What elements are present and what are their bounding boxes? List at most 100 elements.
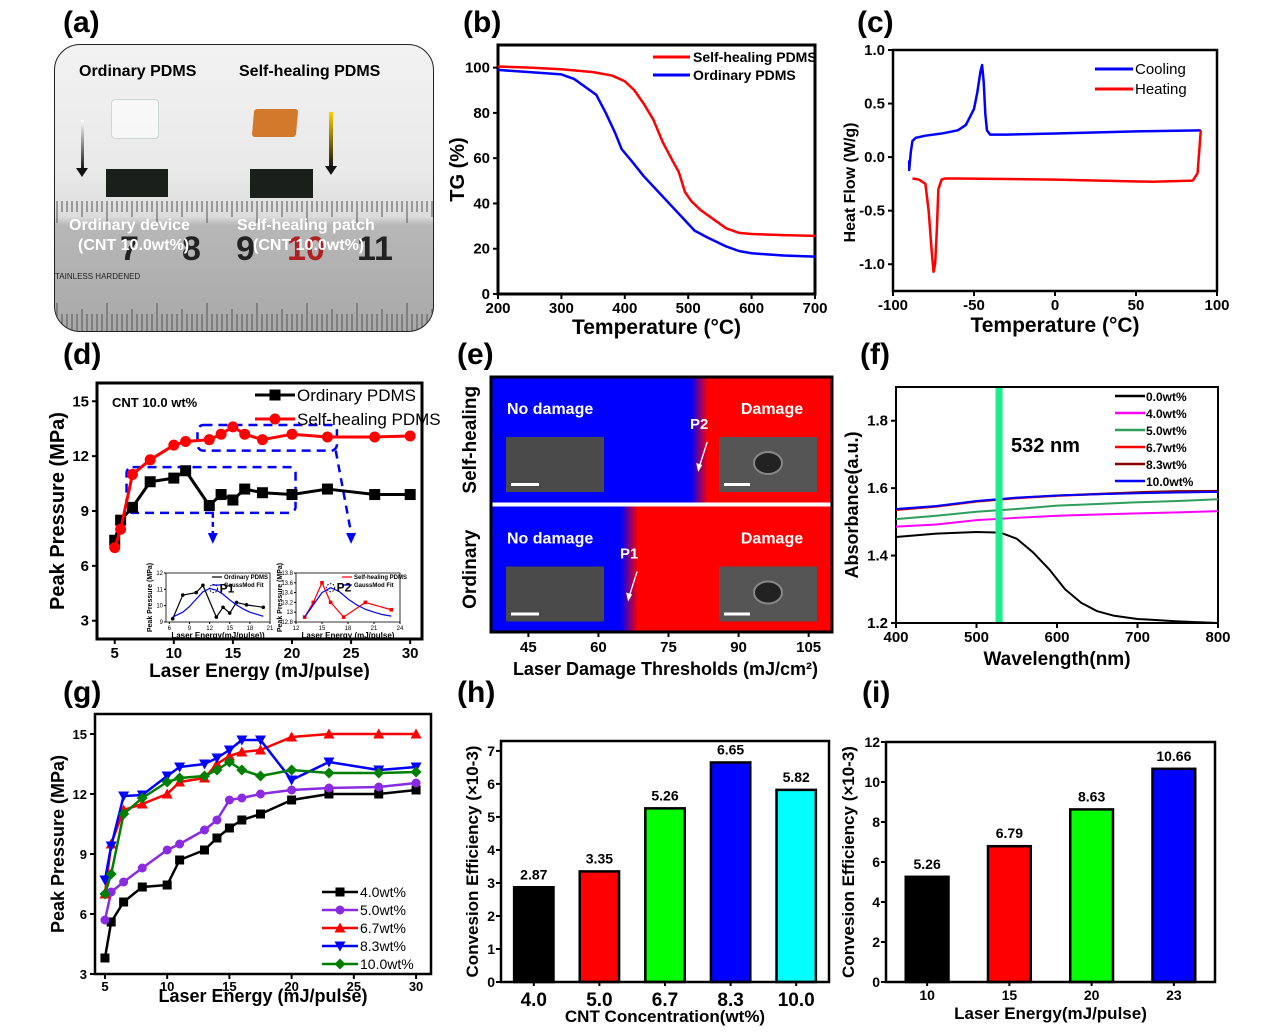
photo-title-self-healing: Self-healing PDMS [239, 63, 381, 80]
y-tick-label: 20 [473, 241, 490, 258]
bar [1151, 767, 1197, 984]
x-tick-label: 10 [165, 645, 182, 662]
y-tick-label: 15 [73, 727, 87, 742]
data-point [199, 770, 211, 782]
legend-label: 6.7wt% [360, 920, 406, 936]
y-tick-label: 40 [473, 195, 490, 212]
y-tick-label: 5 [487, 809, 495, 825]
arrow-down-icon [346, 532, 357, 544]
x-axis-label: CNT Concentration(wt%) [565, 1007, 765, 1026]
legend-label: 8.3wt% [1146, 458, 1187, 472]
data-point [174, 762, 186, 773]
y-tick-label: 0 [487, 974, 495, 990]
data-point [286, 775, 298, 786]
data-point [236, 764, 248, 776]
x-tick-label: 25 [347, 979, 361, 994]
x-tick-label: 30 [402, 645, 419, 662]
data-point [239, 483, 251, 495]
data-point [203, 500, 215, 512]
data-point [212, 833, 222, 843]
x-category-label: 10 [919, 987, 935, 1003]
bar-value-label: 5.26 [914, 856, 941, 872]
legend-label: 8.3wt% [360, 938, 406, 954]
y-tick-label: 1.2 [867, 615, 888, 632]
y-tick-label: 1.6 [867, 480, 888, 497]
data-point [404, 430, 416, 442]
ruler-number: 11 [357, 230, 393, 268]
data-point [118, 791, 130, 802]
data-point [237, 815, 247, 825]
damage-threshold-map: No damage Damage P2 No damage Damage P1 45 60 75… [460, 375, 834, 679]
data-point [321, 483, 333, 495]
x-tick-label: 700 [802, 300, 827, 317]
x-tick-label: 600 [1044, 629, 1069, 646]
data-point [105, 868, 117, 880]
peak-label: P1 [220, 582, 235, 596]
y-tick-label: 3 [81, 613, 89, 630]
data-point [227, 494, 239, 506]
x-tick-label: 500 [964, 629, 989, 646]
data-point [256, 487, 268, 499]
bar [904, 875, 950, 984]
legend-label: Cooling [1135, 61, 1186, 78]
y-tick-label: 13 [286, 610, 293, 616]
caption-ordinary-cnt: (CNT 10.0wt%) [78, 237, 190, 254]
y-axis-label: Peak Pressure (MPa) [48, 755, 68, 933]
x-tick-label: 20 [284, 979, 298, 994]
bar [709, 761, 752, 984]
x-tick-label: 100 [1204, 297, 1229, 314]
data-point [237, 793, 247, 803]
inset-legend-label: GaussMod Fit [224, 583, 264, 589]
panel-label-c: (c) [857, 6, 894, 39]
y-tick-label: 100 [465, 60, 490, 77]
absorbance-chart: 400 500 600 700 800 1.2 1.4 1.6 1.8 532 nm 0.0wt% 4… [842, 386, 1231, 670]
data-point [175, 855, 185, 865]
inset-x-label: Laser Energy(mJ/pulse)) [171, 631, 265, 640]
x-tick-label: 200 [485, 300, 510, 317]
data-point [137, 882, 147, 892]
y-tick-label: 6 [872, 854, 880, 870]
y-tick-label: 80 [473, 105, 490, 122]
arrowhead-icon [76, 168, 88, 177]
x-tick-label: 15 [225, 645, 242, 662]
x-tick-label: 18 [345, 626, 352, 632]
y-tick-label: 12 [72, 448, 89, 465]
legend-label: Self-healing PDMS [693, 49, 817, 65]
ordinary-device [106, 169, 168, 197]
data-point [211, 764, 223, 776]
inset-data-point [261, 605, 266, 610]
data-point [374, 789, 384, 799]
x-tick-label: 6 [168, 626, 172, 632]
data-point [175, 839, 185, 849]
inset-data-point [320, 581, 324, 585]
bar-value-label: 5.82 [783, 769, 810, 785]
scale-bar [724, 483, 750, 486]
data-point [118, 808, 130, 820]
data-point [144, 476, 156, 488]
arrowhead-icon [696, 463, 703, 472]
threshold-label: P2 [690, 416, 708, 433]
ruler-number: 10 [287, 230, 325, 268]
sample-photo: Ordinary PDMS Self-healing PDMS 7 8 9 10… [54, 44, 434, 332]
x-category-label: 4.0 [521, 990, 547, 1011]
damage-label: Damage [741, 401, 803, 418]
x-tick-label: 5 [111, 645, 119, 662]
inset-data-point [221, 605, 225, 610]
bar-value-label: 6.65 [717, 741, 744, 757]
legend-label: 5.0wt% [1146, 424, 1187, 438]
series-line-self-healing-pdms [497, 65, 816, 238]
y-tick-label: 12 [156, 571, 163, 577]
panel-label-i: (i) [862, 676, 891, 709]
y-tick-label: 6 [81, 558, 89, 575]
inset-data-point [170, 616, 175, 621]
panel-label-a: (a) [63, 6, 100, 39]
x-tick-label: 24 [397, 626, 404, 632]
x-axis-label: Laser Energy (mJ/pulse) [149, 661, 370, 680]
x-tick-label: 21 [267, 626, 274, 632]
data-point [168, 472, 180, 484]
y-tick-label: 8 [872, 814, 880, 830]
peak-marker [326, 583, 336, 593]
inset-data-point [234, 600, 239, 605]
data-point [404, 489, 416, 501]
y-tick-label: 9 [81, 503, 89, 520]
